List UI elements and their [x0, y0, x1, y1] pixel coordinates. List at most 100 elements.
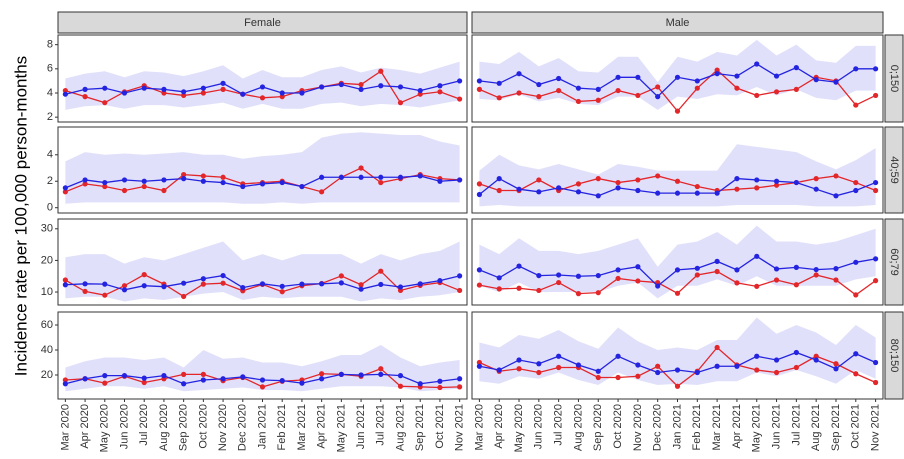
data-point — [734, 186, 740, 192]
x-tick-label: Mar 2020 — [473, 404, 485, 450]
data-point — [556, 75, 562, 82]
panel-border — [471, 311, 884, 400]
data-point — [457, 96, 463, 102]
data-point — [299, 281, 305, 287]
data-point — [319, 371, 325, 377]
data-point — [813, 357, 819, 363]
data-point — [82, 181, 88, 187]
data-point — [102, 100, 108, 106]
data-point — [813, 176, 819, 182]
data-point — [62, 377, 68, 383]
data-point — [595, 193, 601, 199]
facet-strip — [57, 11, 468, 34]
data-point — [279, 90, 285, 96]
data-point — [378, 179, 384, 186]
data-point — [773, 266, 780, 272]
x-tick-label: Dec 2020 — [237, 404, 249, 451]
data-point — [793, 179, 799, 186]
data-point — [536, 272, 542, 279]
data-point — [635, 74, 641, 80]
data-point — [714, 268, 720, 275]
data-point — [833, 361, 839, 367]
data-point — [635, 373, 641, 379]
x-tick-label: May 2020 — [99, 404, 111, 452]
data-point — [62, 91, 68, 97]
x-tick-label: Jul 2020 — [138, 404, 150, 446]
data-point — [595, 97, 601, 103]
data-point — [397, 84, 404, 90]
data-point — [536, 177, 542, 183]
data-point — [734, 85, 740, 91]
data-point — [417, 87, 423, 94]
data-point — [595, 86, 601, 92]
data-point — [714, 71, 720, 77]
x-tick-label: Mar 2021 — [711, 404, 723, 450]
data-point — [734, 176, 740, 182]
data-point — [259, 377, 266, 383]
data-point — [556, 364, 562, 371]
data-point — [793, 65, 799, 71]
data-point — [437, 278, 443, 284]
data-point — [358, 81, 364, 88]
data-point — [575, 189, 582, 195]
data-point — [259, 84, 266, 90]
data-point — [102, 380, 108, 386]
data-point — [476, 267, 482, 273]
x-tick-label: Jun 2020 — [533, 404, 545, 449]
data-point — [102, 281, 108, 287]
x-tick-label: May 2021 — [335, 404, 347, 452]
data-point — [873, 379, 879, 386]
panel-border — [57, 34, 468, 123]
data-point — [82, 281, 88, 287]
data-point — [635, 362, 641, 368]
data-point — [595, 374, 601, 381]
data-point — [437, 384, 443, 391]
data-point — [873, 278, 879, 284]
data-point — [141, 283, 147, 289]
data-point — [200, 178, 206, 184]
data-point — [813, 77, 819, 83]
data-point — [62, 381, 68, 387]
facet-strip — [884, 126, 904, 214]
data-point — [615, 267, 621, 273]
data-point — [181, 371, 187, 377]
data-point — [556, 353, 562, 359]
data-point — [338, 371, 344, 377]
data-point — [121, 287, 128, 293]
data-point — [378, 366, 384, 372]
data-point — [338, 174, 344, 180]
data-point — [714, 344, 720, 351]
data-point — [595, 176, 601, 182]
data-point — [476, 359, 482, 366]
y-tick-label: 60 — [41, 319, 53, 331]
data-point — [793, 349, 799, 356]
data-point — [873, 66, 879, 72]
data-point — [457, 287, 463, 294]
data-point — [516, 263, 522, 269]
x-tick-label: Apr 2020 — [493, 404, 505, 449]
data-point — [476, 78, 482, 84]
data-point — [378, 281, 384, 288]
data-point — [655, 283, 661, 289]
data-point — [121, 283, 128, 289]
data-point — [279, 378, 285, 384]
data-point — [615, 185, 621, 191]
panel-border — [471, 126, 884, 214]
x-tick-label: Jan 2021 — [256, 404, 268, 449]
data-point — [141, 375, 147, 381]
data-point — [496, 176, 502, 182]
data-point — [773, 357, 780, 363]
data-point — [773, 369, 780, 376]
y-tick-label: 20 — [41, 369, 53, 381]
data-point — [754, 92, 760, 99]
data-point — [734, 267, 740, 273]
data-point — [220, 86, 226, 92]
data-point — [240, 91, 246, 97]
data-point — [575, 291, 582, 297]
data-point — [754, 185, 760, 191]
data-point — [694, 272, 700, 278]
facet-strip — [884, 34, 904, 123]
data-point — [714, 258, 720, 264]
data-point — [714, 190, 720, 196]
x-tick-label: Jun 2020 — [118, 404, 130, 449]
